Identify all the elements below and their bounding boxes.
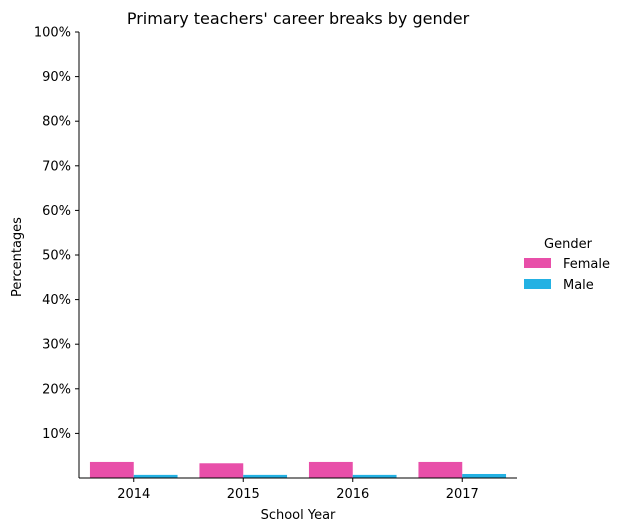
legend-label-male: Male — [563, 278, 594, 293]
bar-female-2015 — [199, 463, 244, 478]
y-tick-label: 60% — [42, 204, 71, 219]
y-tick-label: 10% — [42, 427, 71, 442]
legend-swatch-female — [524, 258, 551, 268]
x-tick-label: 2017 — [446, 487, 479, 502]
y-tick-label: 80% — [42, 115, 71, 130]
y-tick-label: 50% — [42, 249, 71, 264]
x-tick-label: 2016 — [336, 487, 369, 502]
y-tick-label: 100% — [34, 26, 71, 41]
legend-title: Gender — [544, 237, 593, 252]
x-axis: 2014 2015 2016 2017 — [79, 477, 517, 502]
legend-swatch-male — [524, 279, 551, 289]
x-tick-label: 2014 — [117, 487, 150, 502]
legend: Gender Female Male — [524, 237, 610, 293]
bar-female-2017 — [418, 461, 463, 478]
bar-male-2017 — [462, 473, 507, 478]
legend-label-female: Female — [563, 257, 610, 272]
bar-male-2014 — [133, 474, 178, 478]
y-axis: 10% 20% 30% 40% 50% 60% 70% 80% 90% 100% — [34, 26, 80, 478]
y-tick-label: 70% — [42, 159, 71, 174]
bar-male-2015 — [243, 474, 288, 478]
x-axis-label: School Year — [261, 508, 336, 523]
bars-group — [89, 461, 507, 478]
y-tick-label: 30% — [42, 338, 71, 353]
y-tick-label: 90% — [42, 70, 71, 85]
chart-title: Primary teachers' career breaks by gende… — [127, 9, 470, 28]
bar-female-2016 — [308, 461, 353, 478]
bar-male-2016 — [352, 474, 397, 478]
bar-female-2014 — [89, 461, 134, 478]
y-axis-label: Percentages — [10, 217, 25, 297]
y-tick-label: 20% — [42, 382, 71, 397]
x-tick-label: 2015 — [227, 487, 260, 502]
y-tick-label: 40% — [42, 293, 71, 308]
